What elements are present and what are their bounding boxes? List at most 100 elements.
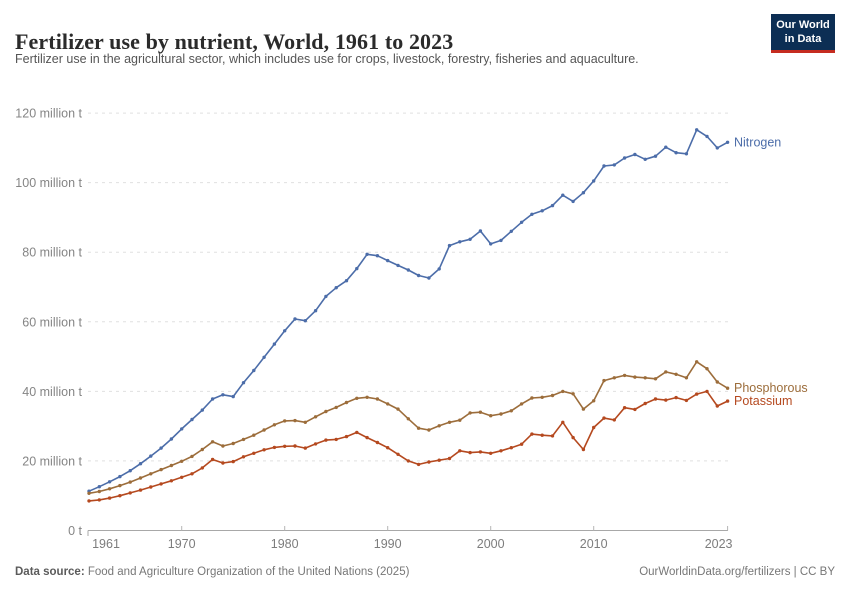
series-label-phosphorous[interactable]: Phosphorous [734, 381, 808, 395]
data-point [622, 156, 627, 160]
data-point [210, 457, 215, 462]
data-point [674, 151, 678, 155]
data-point [499, 238, 503, 243]
data-point [159, 482, 163, 486]
series-label-potassium[interactable]: Potassium [734, 394, 792, 408]
data-point [571, 435, 575, 440]
data-point [550, 434, 555, 438]
data-point [396, 407, 400, 411]
data-point [355, 266, 359, 271]
owid-logo-line2: in Data [784, 33, 822, 46]
data-point [272, 423, 277, 427]
data-point [653, 397, 658, 401]
data-point [365, 435, 369, 440]
data-point [427, 428, 431, 432]
data-point [283, 444, 287, 448]
data-point [313, 415, 318, 419]
chart-title: Fertilizer use by nutrient, World, 1961 … [15, 28, 454, 54]
data-point [128, 480, 132, 484]
series-potassium[interactable]: Potassium [88, 390, 792, 502]
data-point [221, 393, 225, 397]
series-phosphorous[interactable]: Phosphorous [88, 360, 808, 495]
x-tick-label: 1980 [271, 537, 299, 551]
x-tick-label: 2000 [477, 537, 505, 551]
data-point [200, 447, 204, 452]
data-point [262, 448, 266, 452]
series-markers-nitrogen [87, 128, 730, 493]
data-point [169, 437, 174, 441]
data-point [200, 466, 204, 470]
data-point [293, 444, 297, 448]
series-line-nitrogen[interactable] [88, 129, 728, 492]
data-point [664, 145, 668, 149]
series-label-nitrogen[interactable]: Nitrogen [734, 135, 781, 149]
chart-subtitle: Fertilizer use in the agricultural secto… [15, 52, 639, 66]
data-point [303, 420, 307, 424]
data-point [437, 424, 441, 428]
x-tick-label: 2023 [705, 537, 733, 551]
data-point [530, 212, 534, 216]
data-point [396, 452, 400, 456]
data-point [334, 286, 338, 290]
data-point [427, 460, 431, 464]
series-nitrogen[interactable]: Nitrogen [88, 129, 781, 492]
data-point [468, 237, 472, 241]
data-point [87, 499, 91, 503]
data-point [406, 417, 410, 421]
data-point [684, 398, 689, 403]
footer-link[interactable]: OurWorldinData.org/fertilizers | CC BY [639, 566, 835, 578]
data-point [293, 418, 297, 423]
data-point [509, 409, 513, 413]
data-point [375, 254, 380, 258]
data-point [344, 279, 349, 283]
data-point [406, 459, 410, 463]
data-point [437, 267, 441, 271]
data-point [149, 454, 153, 458]
data-point [355, 396, 359, 400]
data-point [571, 199, 575, 204]
data-point [478, 410, 483, 414]
data-point [725, 386, 730, 390]
data-point [499, 449, 503, 453]
data-point [313, 309, 318, 313]
data-point [509, 229, 513, 233]
data-point [458, 418, 462, 422]
data-point [674, 372, 678, 376]
data-point [633, 407, 637, 412]
data-point [97, 498, 102, 502]
data-point [128, 469, 132, 473]
data-point [695, 360, 699, 364]
data-point [231, 441, 235, 446]
y-tick-label: 0 t [68, 524, 82, 538]
data-point [612, 376, 616, 380]
data-point [581, 191, 586, 195]
data-point [561, 420, 565, 424]
data-point [643, 376, 647, 380]
data-point [478, 229, 483, 233]
data-point [293, 317, 297, 321]
data-point [715, 380, 719, 384]
data-point [159, 467, 163, 472]
data-point [180, 475, 184, 479]
owid-logo[interactable]: Our World in Data [771, 14, 835, 53]
data-point [530, 396, 534, 400]
x-tick-label: 2010 [580, 537, 608, 551]
series-line-potassium[interactable] [88, 390, 728, 502]
data-point [386, 402, 390, 406]
data-point [221, 444, 225, 448]
x-tick-label: 1990 [374, 537, 402, 551]
data-point [519, 442, 524, 446]
data-point [684, 376, 689, 380]
x-tick-label: 1970 [168, 537, 196, 551]
data-point [705, 389, 709, 394]
series-line-phosphorous[interactable] [88, 360, 729, 495]
data-point [283, 329, 287, 333]
data-point [705, 134, 709, 139]
x-tick-label: 1961 [92, 537, 120, 551]
data-point [519, 220, 524, 224]
data-point [468, 411, 472, 415]
data-point [396, 263, 400, 268]
data-point [643, 157, 647, 161]
data-point [262, 355, 266, 359]
